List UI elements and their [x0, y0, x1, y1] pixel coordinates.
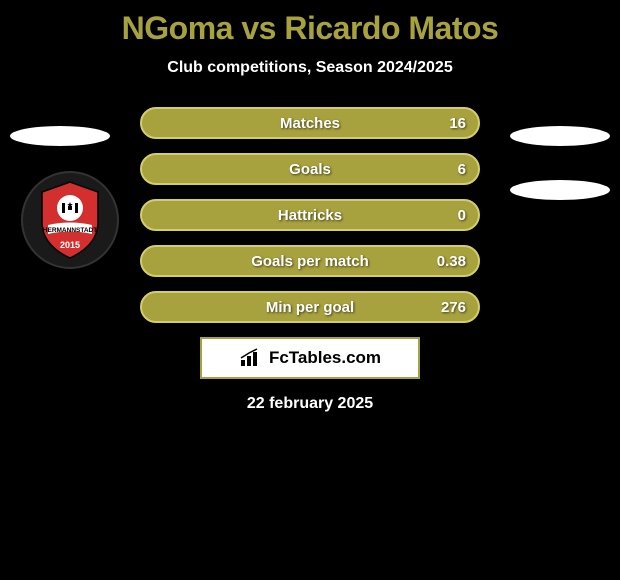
stat-row: Hattricks 0	[140, 199, 480, 231]
fctables-logo: FcTables.com	[200, 337, 420, 379]
stat-value: 16	[449, 115, 466, 132]
stat-label: Goals per match	[251, 253, 369, 270]
club-badge-left: HERMANNSTADT 2015	[20, 170, 120, 270]
stat-row: Min per goal 276	[140, 291, 480, 323]
stat-row: Goals 6	[140, 153, 480, 185]
stat-label: Matches	[280, 115, 340, 132]
stat-label: Hattricks	[278, 207, 342, 224]
badge-name-text: HERMANNSTADT	[43, 227, 97, 234]
stat-label: Goals	[289, 161, 331, 178]
badge-year-text: 2015	[60, 240, 80, 250]
stat-value: 276	[441, 299, 466, 316]
stat-row: Matches 16	[140, 107, 480, 139]
club-avatar-right	[510, 180, 610, 200]
stat-value: 0	[458, 207, 466, 224]
player-avatar-right	[510, 126, 610, 146]
page-title: NGoma vs Ricardo Matos	[0, 0, 620, 47]
stats-container: Matches 16 Goals 6 Hattricks 0 Goals per…	[140, 107, 480, 323]
date-text: 22 february 2025	[0, 395, 620, 413]
stat-row: Goals per match 0.38	[140, 245, 480, 277]
logo-text: FcTables.com	[269, 348, 381, 368]
stat-value: 6	[458, 161, 466, 178]
subtitle: Club competitions, Season 2024/2025	[0, 59, 620, 77]
player-avatar-left	[10, 126, 110, 146]
chart-icon	[239, 348, 263, 368]
stat-value: 0.38	[437, 253, 466, 270]
stat-label: Min per goal	[266, 299, 354, 316]
